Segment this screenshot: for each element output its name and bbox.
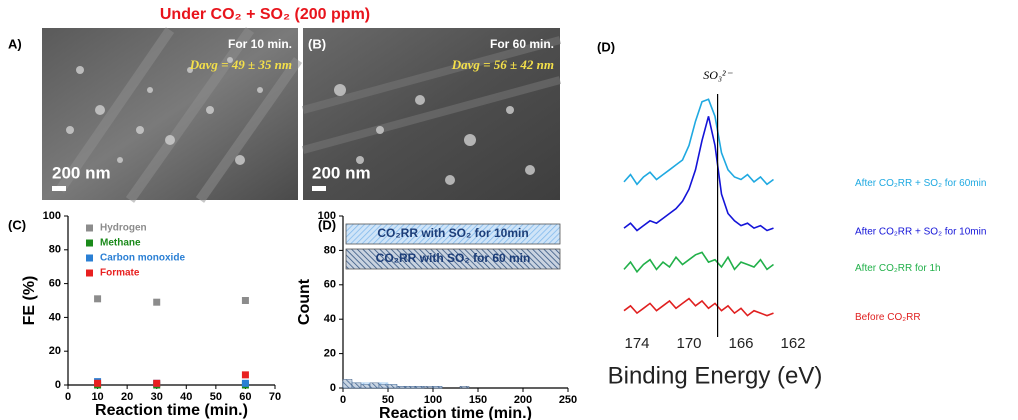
peak-label: SO₃²⁻	[703, 68, 733, 82]
y-tick-label: 80	[324, 244, 336, 256]
spectrum-line	[623, 98, 774, 186]
x-tick-label: 250	[559, 394, 577, 406]
sem-particles	[334, 84, 535, 185]
x-tick-label: 166	[728, 335, 753, 352]
x-tick-label: 0	[65, 391, 71, 403]
panel-label: (D)	[597, 39, 615, 54]
legend-label: CO₂RR with SO₂ for 10min	[377, 226, 528, 240]
legend-marker	[86, 224, 93, 232]
legend-label: CO₂RR with SO₂ for 60 min	[376, 251, 531, 265]
sem-image-a: A) For 10 min. Davg = 49 ± 35 nm 200 nm	[8, 27, 303, 203]
series-label: After CO₂RR + SO₂ for 60min	[855, 178, 986, 189]
panel-label: (D)	[318, 217, 336, 232]
y-tick-label: 40	[49, 311, 61, 323]
panel-label: (B)	[308, 36, 326, 51]
spectrum-line	[623, 116, 774, 232]
y-tick-label: 100	[43, 210, 61, 222]
series-label: After CO₂RR + SO₂ for 10min	[855, 227, 986, 238]
y-tick-label: 100	[318, 210, 336, 222]
legend-box	[345, 248, 561, 270]
scale-bar	[52, 186, 66, 191]
legend-box	[345, 223, 561, 245]
histogram-bar	[342, 379, 353, 389]
legend-marker	[86, 239, 93, 247]
scale-label: 200 nm	[52, 163, 111, 182]
x-tick-label: 150	[469, 394, 487, 406]
legend-label: Formate	[100, 268, 140, 279]
legend-label: Methane	[100, 238, 141, 249]
y-axis-title: Count	[296, 278, 313, 325]
histogram-bar	[396, 386, 407, 389]
scale-label: 200 nm	[312, 163, 371, 182]
data-point	[241, 297, 249, 304]
size-annotation: Davg = 56 ± 42 nm	[451, 57, 554, 72]
sem-image-b: (B) For 60 min. Davg = 56 ± 42 nm 200 nm	[301, 28, 562, 200]
histogram-bar	[369, 382, 380, 389]
histogram-bar	[360, 384, 371, 389]
x-tick-label: 100	[424, 394, 442, 406]
series-label: After CO₂RR for 1h	[855, 263, 941, 274]
legend-label: Hydrogen	[100, 223, 147, 234]
data-point	[94, 295, 102, 303]
x-tick-label: 200	[514, 394, 532, 406]
y-tick-label: 80	[49, 244, 61, 256]
histogram-bar	[414, 386, 425, 389]
histogram-bar	[378, 384, 389, 389]
y-tick-label: 20	[49, 345, 61, 357]
x-tick-label: 60	[239, 391, 251, 403]
spectrum-line	[623, 297, 774, 317]
x-tick-label: 40	[180, 391, 192, 403]
sem-particles	[66, 57, 263, 165]
figure-title: Under CO₂ + SO₂ (200 ppm)	[160, 6, 370, 23]
legend-marker	[86, 254, 93, 262]
x-tick-label: 10	[91, 391, 103, 403]
y-axis-title: FE (%)	[21, 276, 38, 326]
series-label: Before CO₂RR	[855, 312, 921, 323]
data-point	[241, 371, 249, 379]
x-tick-label: 0	[340, 394, 346, 406]
histogram-bar	[459, 386, 470, 389]
x-tick-label: 174	[624, 335, 649, 352]
panel-label: A)	[8, 36, 22, 51]
image-caption: For 60 min.	[490, 37, 554, 51]
legend-marker	[86, 269, 93, 277]
sem-texture	[301, 36, 562, 154]
scale-bar	[312, 186, 326, 191]
x-tick-label: 50	[210, 391, 222, 403]
image-caption: For 10 min.	[228, 37, 292, 51]
histogram-bar	[405, 386, 416, 389]
legend-label: Carbon monoxide	[100, 253, 185, 264]
x-axis-title: Binding Energy (eV)	[608, 362, 823, 389]
y-tick-label: 40	[324, 313, 336, 325]
y-tick-label: 60	[324, 279, 336, 291]
x-tick-label: 162	[780, 335, 805, 352]
size-annotation: Davg = 49 ± 35 nm	[189, 57, 292, 72]
data-point	[94, 379, 102, 387]
data-point	[153, 298, 161, 306]
y-tick-label: 20	[324, 348, 336, 360]
x-tick-label: 30	[151, 391, 163, 403]
x-tick-label: 70	[269, 391, 281, 403]
x-tick-label: 50	[382, 394, 394, 406]
data-point	[241, 379, 249, 387]
y-tick-label: 60	[49, 278, 61, 290]
panel-label: (C)	[8, 217, 26, 232]
x-tick-label: 20	[121, 391, 133, 403]
histogram-bar	[351, 382, 362, 389]
x-tick-label: 170	[676, 335, 701, 352]
data-point	[153, 379, 161, 387]
histogram-bar	[387, 384, 398, 389]
spectrum-line	[623, 251, 774, 274]
x-axis-title: Reaction time (min.)	[379, 405, 532, 420]
y-tick-label: 0	[330, 382, 336, 394]
histogram-bar	[423, 386, 434, 389]
histogram-bar	[432, 386, 443, 389]
x-axis-title: Reaction time (min.)	[95, 402, 248, 419]
y-tick-label: 0	[55, 379, 61, 391]
